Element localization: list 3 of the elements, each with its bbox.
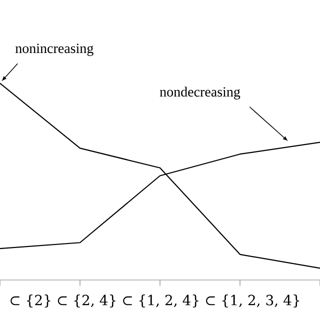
x-axis-title: ⊂ {2} ⊂ {2, 4} ⊂ {1, 2, 4} ⊂ {1, 2, 3, 4} [10,294,300,308]
text: nondecreasing [160,86,240,100]
text: nonincreasing [15,44,94,56]
